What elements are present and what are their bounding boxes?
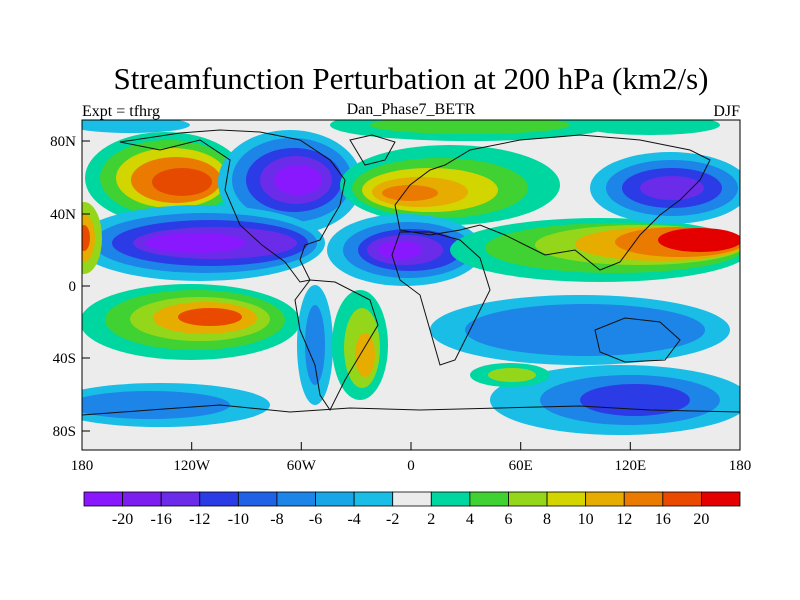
x-axis: 180 120W 60W 0 60E 120E 180 bbox=[71, 442, 752, 474]
colorbar-label: -10 bbox=[228, 511, 249, 528]
coast-africa bbox=[391, 231, 491, 366]
colorbar-swatch bbox=[353, 491, 394, 507]
experiment-label: Expt = tfhrg bbox=[82, 103, 160, 120]
coast-australia bbox=[594, 317, 681, 363]
contour-south-africa-high bbox=[470, 363, 550, 387]
coast-north-america bbox=[119, 129, 346, 283]
colorbar-label: 8 bbox=[543, 511, 551, 528]
coast-antarctica bbox=[82, 404, 740, 416]
coast-eurasia bbox=[394, 134, 711, 271]
y-tick-label: 0 bbox=[69, 279, 77, 295]
contour-nw-pacific-low bbox=[590, 152, 740, 224]
colorbar-swatch bbox=[623, 491, 664, 507]
x-tick-label: 180 bbox=[729, 458, 752, 474]
y-tick-label: 40S bbox=[53, 351, 76, 367]
contour-spac-high bbox=[82, 284, 300, 360]
y-axis: 80N 40N 0 40S 80S bbox=[50, 134, 90, 440]
contour-europe-high bbox=[340, 145, 560, 225]
x-tick-label: 0 bbox=[407, 458, 415, 474]
colorbar-swatch bbox=[585, 491, 625, 507]
colorbar-label: -12 bbox=[189, 511, 210, 528]
colorbar-swatch bbox=[430, 491, 471, 507]
x-tick-label: 180 bbox=[71, 458, 94, 474]
colorbar-swatch bbox=[392, 491, 432, 507]
x-tick-label: 120W bbox=[173, 458, 211, 474]
colorbar-label: -20 bbox=[112, 511, 133, 528]
colorbar-swatch bbox=[469, 491, 509, 507]
contour-south-pacific-low bbox=[82, 383, 270, 427]
case-label: Dan_Phase7_BETR bbox=[347, 101, 476, 118]
x-tick-label: 60W bbox=[287, 458, 317, 474]
contour-south-america-bands bbox=[297, 285, 388, 405]
plot-title: Streamfunction Perturbation at 200 hPa (… bbox=[114, 61, 709, 96]
coast-south-america bbox=[294, 279, 379, 411]
colorbar-label: 20 bbox=[693, 511, 709, 528]
colorbar-swatch bbox=[237, 491, 278, 507]
contour-dateline-high-west bbox=[82, 202, 102, 274]
colorbar-label: 12 bbox=[616, 511, 632, 528]
colorbar-label: -4 bbox=[347, 511, 360, 528]
colorbar-swatch bbox=[315, 491, 355, 507]
contour-arctic-band bbox=[82, 120, 720, 141]
colorbar-label: 4 bbox=[466, 511, 474, 528]
x-tick-label: 120E bbox=[614, 458, 646, 474]
colorbar-swatch bbox=[276, 491, 316, 507]
contour-field bbox=[82, 120, 740, 450]
colorbar-swatch bbox=[662, 491, 702, 507]
colorbar-label: 2 bbox=[427, 511, 435, 528]
colorbar-label: 6 bbox=[504, 511, 512, 528]
colorbar-label: -8 bbox=[270, 511, 283, 528]
colorbar-label: 10 bbox=[578, 511, 594, 528]
y-tick-label: 80S bbox=[53, 424, 76, 440]
colorbar-swatch bbox=[160, 491, 201, 507]
y-tick-label: 40N bbox=[50, 207, 76, 223]
y-tick-label: 80N bbox=[50, 134, 76, 150]
colorbar: -20 -16 -12 -10 -8 -6 -4 -2 2 4 6 8 10 12 16 20 bbox=[83, 491, 741, 528]
coastlines bbox=[82, 129, 740, 416]
coast-greenland bbox=[349, 134, 396, 166]
colorbar-swatch bbox=[508, 491, 548, 507]
contour-namerica-low bbox=[218, 130, 362, 234]
colorbar-swatch bbox=[546, 491, 587, 507]
colorbar-label: -2 bbox=[386, 511, 399, 528]
colorbar-label: -16 bbox=[151, 511, 172, 528]
colorbar-label: -6 bbox=[309, 511, 322, 528]
colorbar-swatch bbox=[199, 491, 239, 507]
colorbar-swatch bbox=[701, 491, 741, 507]
contour-asia-jet-high bbox=[450, 218, 740, 282]
contour-subtrop-pacific-low bbox=[82, 205, 325, 281]
colorbar-swatch bbox=[122, 491, 162, 507]
colorbar-label: 16 bbox=[655, 511, 671, 528]
contour-atlantic-low bbox=[327, 214, 483, 286]
x-tick-label: 60E bbox=[509, 458, 533, 474]
contour-npac-high bbox=[85, 132, 245, 224]
colorbar-swatch bbox=[83, 491, 123, 507]
season-label: DJF bbox=[713, 103, 740, 120]
